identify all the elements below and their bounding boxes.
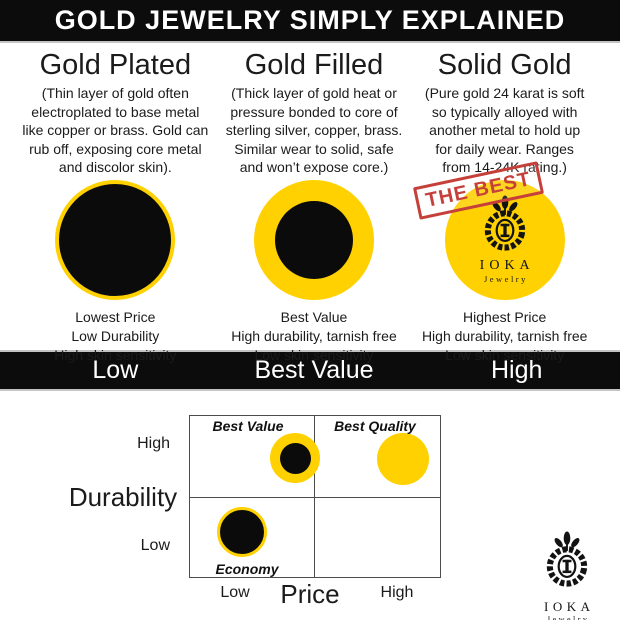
- chart-horizontal-divider: [190, 497, 440, 498]
- thick-gold-ring-circle: [254, 179, 374, 300]
- column-description: (Thick layer of gold heat or pressure bo…: [225, 85, 403, 175]
- brand-name: IOKA: [544, 599, 595, 614]
- black-core: [275, 200, 353, 279]
- scale-label: Best Value: [254, 356, 374, 384]
- column-description: (Pure gold 24 karat is soft so typically…: [424, 85, 585, 175]
- y-axis-title: Durability: [68, 482, 178, 512]
- page-title: GOLD JEWELRY SIMPLY EXPLAINED: [54, 5, 566, 35]
- y-axis-tick-high: High: [137, 435, 170, 452]
- column-title: Gold Filled: [244, 49, 384, 81]
- column-title: Solid Gold: [437, 49, 572, 81]
- chart-vertical-divider: [314, 416, 315, 577]
- solid-gold-illustration: THE BEST IOKA Jewelry: [412, 160, 565, 300]
- best-quality-bubble: [377, 433, 429, 485]
- comparison-columns: Gold Plated (Thin layer of gold often el…: [0, 43, 620, 363]
- brand-subtitle: Jewelry: [483, 274, 528, 284]
- column-summary: Lowest Price Low Durability High skin se…: [54, 308, 177, 363]
- ioka-crest-icon: [484, 195, 525, 251]
- ioka-crest-icon: [546, 531, 588, 587]
- quadrant-chart: [189, 415, 441, 578]
- column-summary: Highest Price High durability, tarnish f…: [421, 308, 588, 363]
- thin-gold-ring-circle: [55, 179, 176, 300]
- x-axis-tick-high: High: [380, 584, 414, 601]
- rating-scale-bar: Low Best Value High: [0, 350, 620, 391]
- quadrant-label-best-quality: Best Quality: [334, 418, 416, 434]
- column-solid-gold: Solid Gold (Pure gold 24 karat is soft s…: [401, 43, 608, 363]
- black-core: [279, 442, 311, 474]
- quadrant-chart-section: Best Value Best Quality Economy High Dur…: [0, 391, 620, 620]
- x-axis-tick-low: Low: [220, 584, 250, 601]
- scale-label: High: [490, 356, 543, 384]
- column-gold-plated: Gold Plated (Thin layer of gold often el…: [12, 43, 219, 363]
- column-description: (Thin layer of gold often electroplated …: [22, 85, 209, 175]
- scale-cell-high: High: [413, 352, 620, 389]
- column-gold-filled: Gold Filled (Thick layer of gold heat or…: [211, 43, 418, 363]
- gold-filled-illustration: [254, 179, 374, 300]
- brand-name: IOKA: [479, 258, 535, 273]
- gold-plated-illustration: [55, 179, 176, 300]
- scale-label: Low: [92, 356, 139, 384]
- economy-bubble: [217, 507, 267, 557]
- ioka-logo: IOKA Jewelry: [524, 531, 610, 620]
- quadrant-label-economy: Economy: [215, 561, 279, 577]
- best-value-bubble: [270, 433, 320, 483]
- scale-cell-best-value: Best Value: [211, 352, 418, 389]
- y-axis-tick-low: Low: [140, 537, 170, 554]
- column-title: Gold Plated: [39, 49, 192, 81]
- x-axis-title: Price: [280, 579, 340, 609]
- column-summary: Best Value High durability, tarnish free…: [231, 308, 397, 363]
- header-bar: GOLD JEWELRY SIMPLY EXPLAINED: [0, 0, 620, 43]
- brand-subtitle: Jewelry: [547, 615, 590, 620]
- quadrant-label-best-value: Best Value: [212, 418, 284, 434]
- solid-gold-circle: IOKA Jewelry: [444, 179, 565, 300]
- scale-cell-low: Low: [12, 352, 219, 389]
